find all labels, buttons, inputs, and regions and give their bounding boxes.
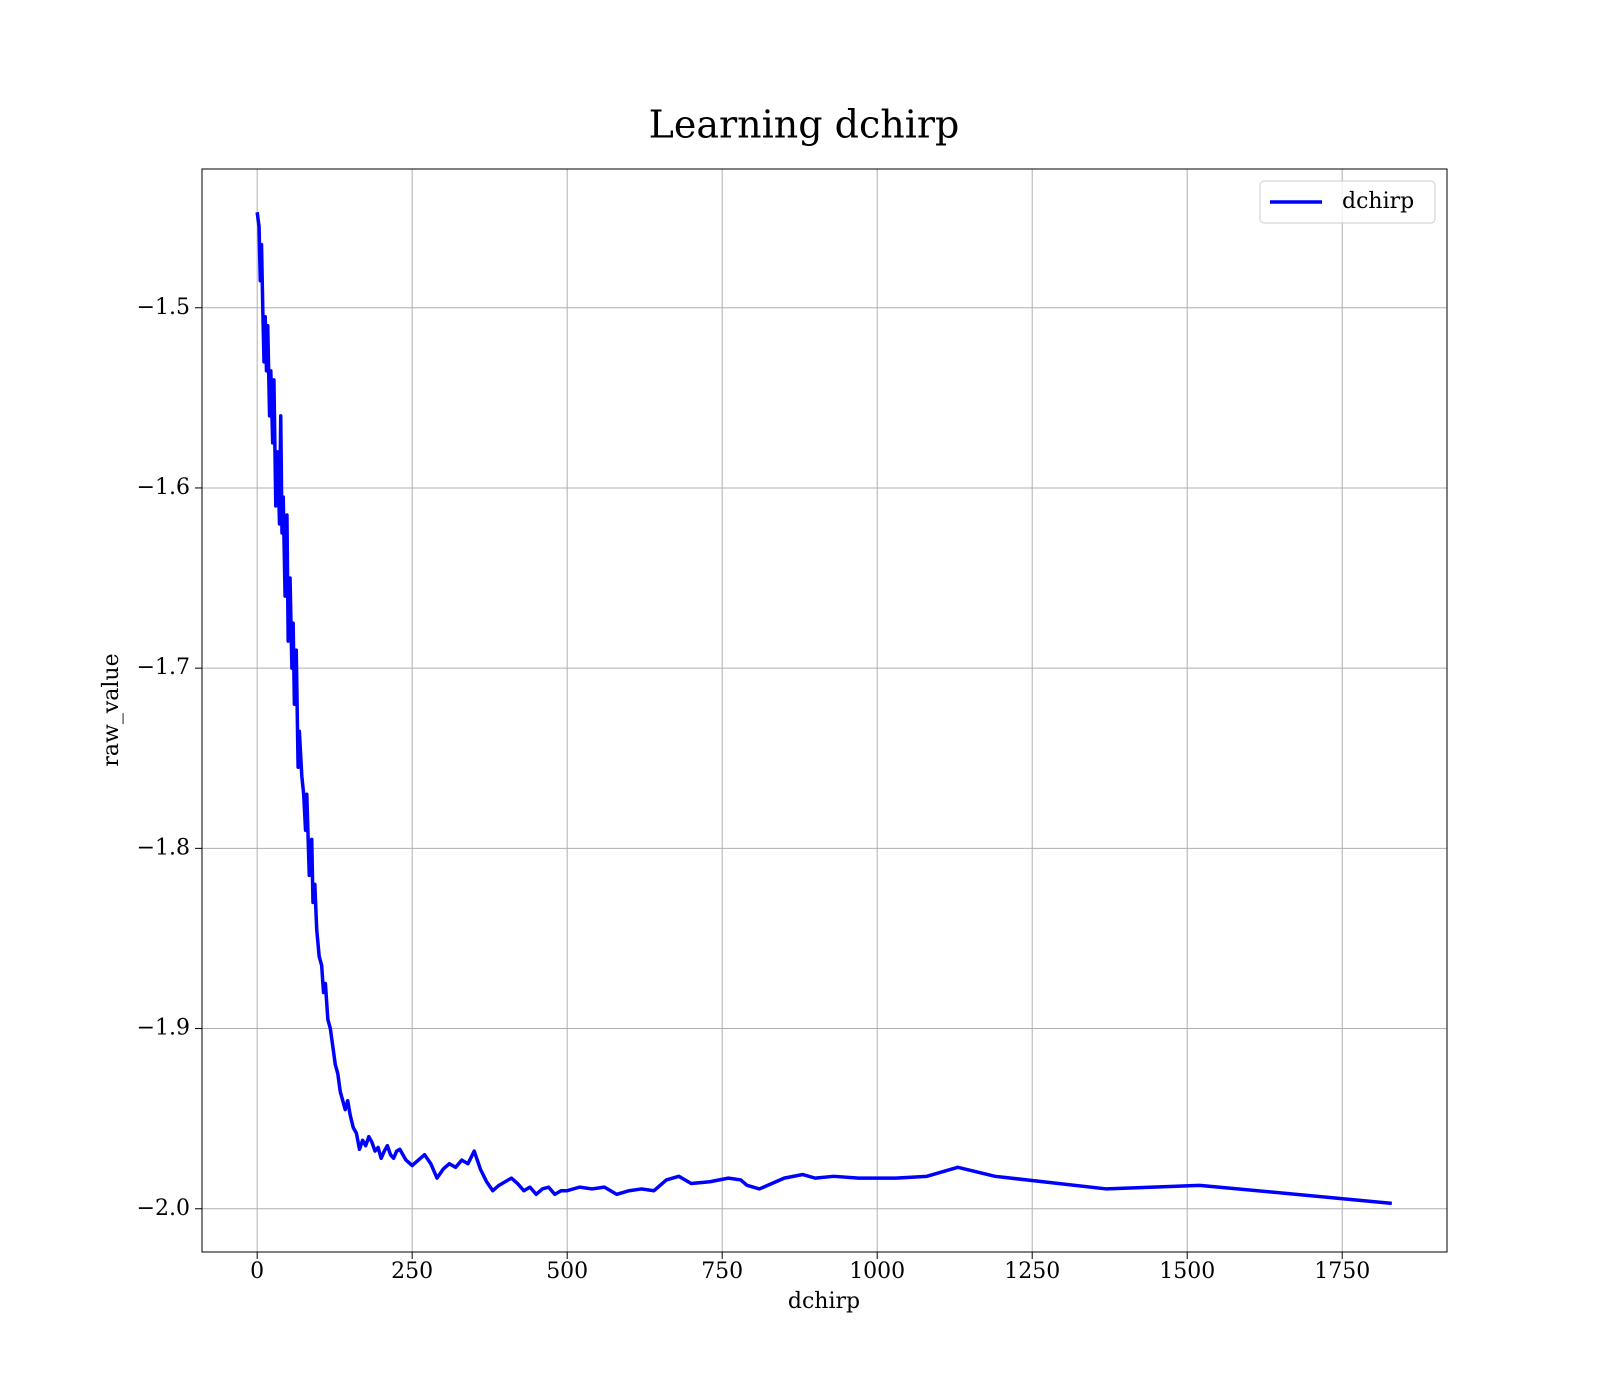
y-tick-label: −1.9 <box>137 1016 190 1041</box>
legend: dchirp <box>1259 180 1436 224</box>
x-tick-label: 250 <box>391 1259 433 1284</box>
y-tick-label: −1.7 <box>137 655 190 680</box>
x-axis-label: dchirp <box>788 1289 860 1314</box>
x-tick-label: 1250 <box>1004 1259 1060 1284</box>
x-tick-label: 1750 <box>1314 1259 1370 1284</box>
legend-label: dchirp <box>1342 189 1414 214</box>
x-tick-label: 0 <box>250 1259 264 1284</box>
data-line <box>255 212 1392 1206</box>
x-tick-label: 750 <box>701 1259 743 1284</box>
chart-title: Learning dchirp <box>649 103 960 147</box>
plot-frame <box>201 168 1448 1253</box>
y-axis-label: raw_value <box>99 653 124 766</box>
y-tick-label: −1.8 <box>137 835 190 860</box>
legend-box <box>1259 180 1436 224</box>
x-tick-label: 1000 <box>849 1259 905 1284</box>
y-tick-label: −1.6 <box>137 475 190 500</box>
x-tick-label: 500 <box>546 1259 588 1284</box>
x-tick-label: 1500 <box>1159 1259 1215 1284</box>
y-tick-label: −2.0 <box>137 1196 190 1221</box>
y-tick-label: −1.5 <box>137 295 190 320</box>
